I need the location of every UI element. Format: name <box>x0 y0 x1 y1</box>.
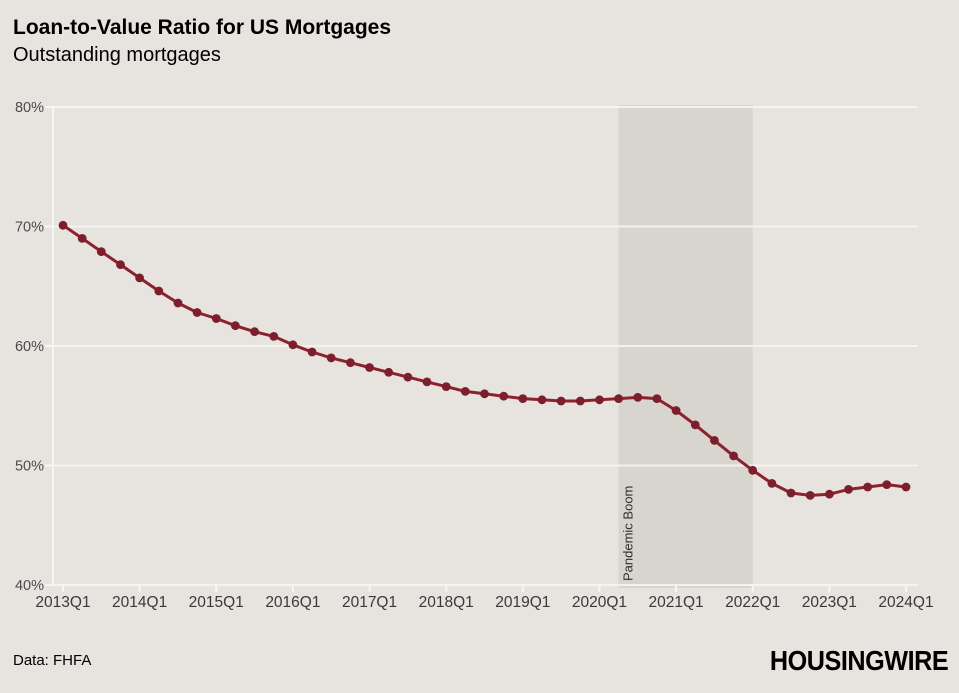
data-point <box>58 220 68 230</box>
y-tick-label: 40% <box>15 578 44 594</box>
x-tick-label: 2015Q1 <box>189 594 244 611</box>
data-point <box>748 465 758 475</box>
data-point <box>250 327 259 337</box>
data-point <box>537 395 547 405</box>
data-point <box>307 347 317 357</box>
data-point <box>710 436 719 445</box>
x-tick-label: 2013Q1 <box>35 594 90 611</box>
data-point <box>844 485 853 494</box>
data-point <box>614 394 623 403</box>
data-point <box>211 314 221 323</box>
data-point <box>116 260 125 270</box>
x-tick-label: 2014Q1 <box>112 594 167 611</box>
data-point <box>77 234 87 243</box>
housingwire-logo: HOUSINGWIRE <box>769 645 949 676</box>
y-tick-label: 80% <box>15 100 44 116</box>
data-point <box>767 479 777 488</box>
data-point <box>901 482 911 492</box>
data-point <box>882 480 892 489</box>
x-tick-label: 2023Q1 <box>802 594 857 611</box>
page-subtitle: Outstanding mortgages <box>13 44 221 66</box>
data-point <box>480 389 489 399</box>
data-point <box>441 382 451 391</box>
data-point <box>575 396 585 406</box>
data-point <box>863 482 873 492</box>
x-tick-label: 2018Q1 <box>419 594 474 611</box>
y-tick-label: 70% <box>15 220 44 236</box>
x-tick-label: 2022Q1 <box>725 594 780 611</box>
data-point <box>422 377 432 387</box>
data-point <box>805 491 815 500</box>
data-point <box>326 353 336 363</box>
x-tick-label: 2019Q1 <box>495 594 550 611</box>
data-point <box>231 321 240 331</box>
x-tick-label: 2020Q1 <box>572 594 627 611</box>
data-point <box>556 396 566 406</box>
data-point <box>690 420 700 430</box>
data-point <box>154 286 164 296</box>
data-point <box>288 340 298 350</box>
y-tick-label: 60% <box>15 339 44 355</box>
data-point <box>652 394 662 403</box>
data-point <box>192 308 202 317</box>
data-source-label: Data: FHFA <box>13 652 92 669</box>
pandemic-band-label: Pandemic Boom <box>621 486 636 581</box>
data-point <box>135 273 145 283</box>
x-tick-label: 2024Q1 <box>878 594 933 611</box>
data-point <box>729 451 738 461</box>
data-point <box>499 391 509 401</box>
data-point <box>96 247 106 256</box>
x-tick-label: 2016Q1 <box>265 594 320 611</box>
data-point <box>595 395 604 405</box>
data-point <box>786 488 796 498</box>
data-point <box>518 394 528 403</box>
page-title: Loan-to-Value Ratio for US Mortgages <box>13 16 392 39</box>
data-point <box>633 393 643 402</box>
data-point <box>460 387 470 396</box>
data-point <box>384 367 394 377</box>
data-point <box>173 298 183 308</box>
x-tick-label: 2021Q1 <box>649 594 704 611</box>
data-point <box>403 372 413 382</box>
data-point <box>346 358 355 368</box>
y-tick-label: 50% <box>15 459 44 475</box>
data-point <box>825 489 834 499</box>
data-point <box>365 363 374 372</box>
data-point <box>671 406 681 415</box>
data-point <box>269 332 279 341</box>
x-tick-label: 2017Q1 <box>342 594 397 611</box>
